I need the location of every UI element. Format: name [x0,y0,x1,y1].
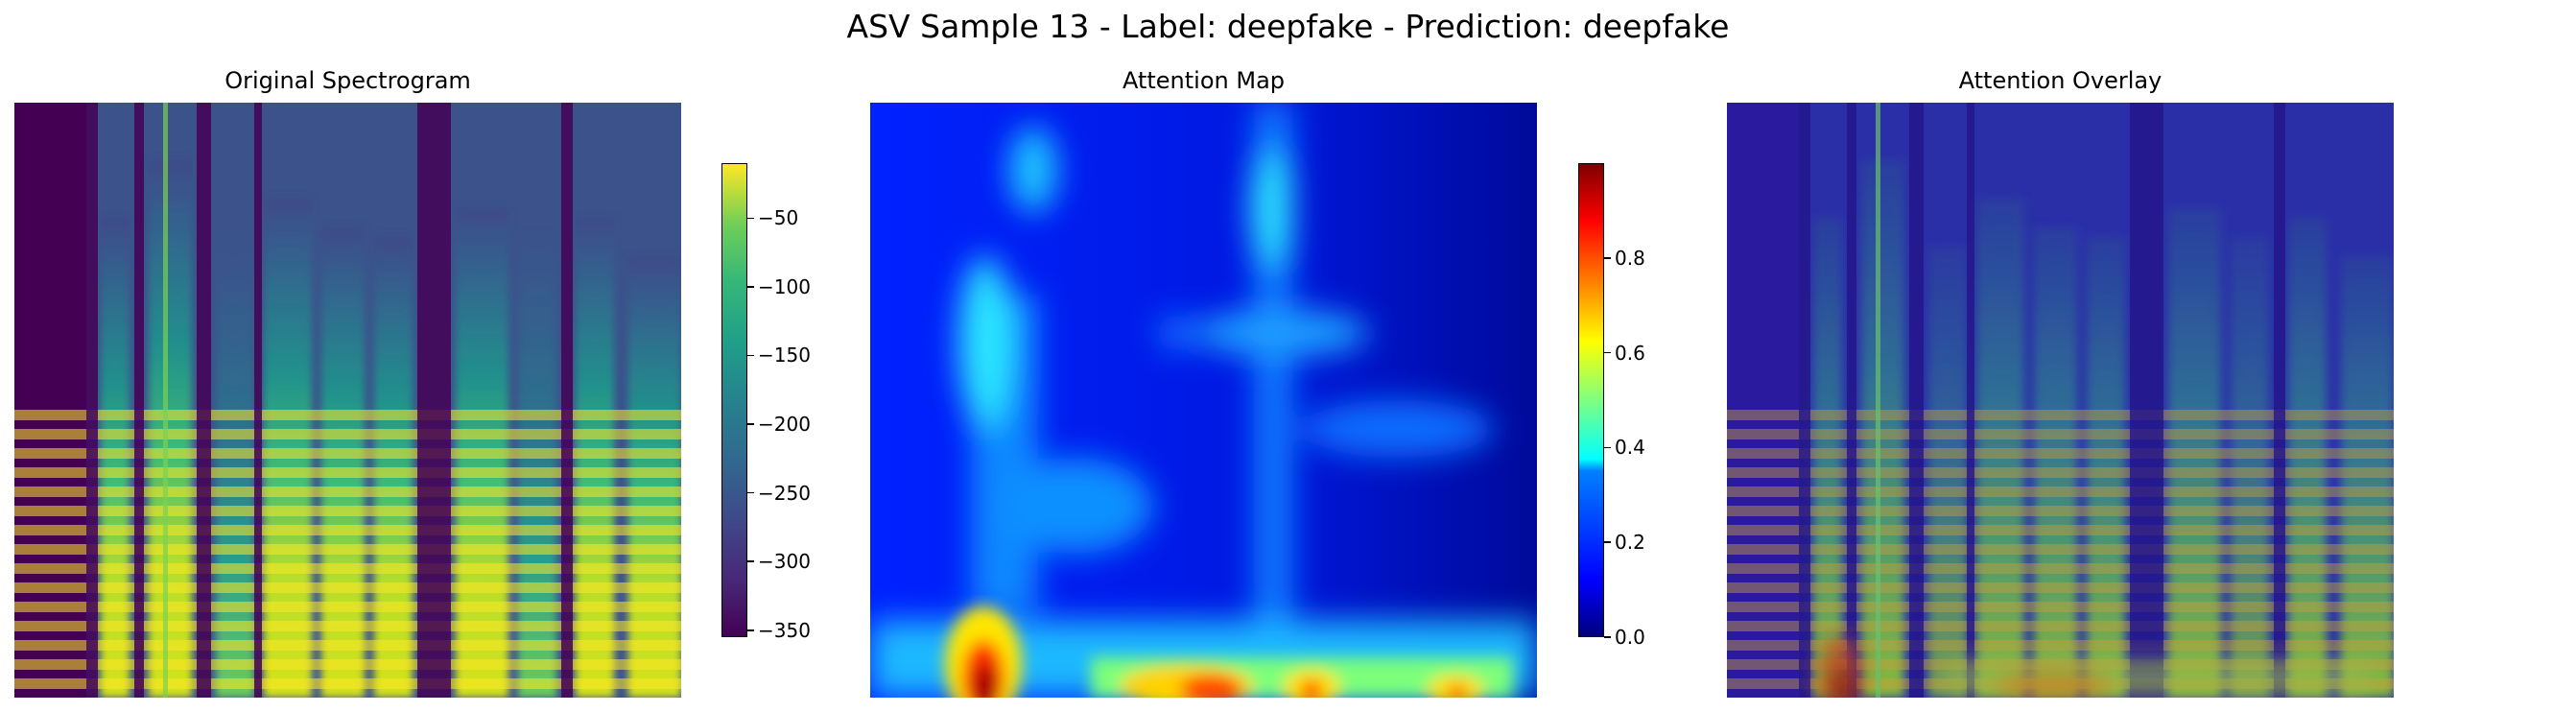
spectrogram-colorbar-tickmark [747,560,754,562]
spectrogram-colorbar-tickmark [747,217,754,220]
attention-colorbar-tickmark [1604,541,1611,543]
spectrogram-colorbar-tickmark [747,629,754,631]
spectrogram-colorbar-tick-label: −350 [758,618,811,642]
attention-colorbar-tickmark [1604,257,1611,259]
attention-colorbar-tickmark [1604,351,1611,354]
spectrogram-colorbar-tickmark [747,491,754,494]
attention-colorbar [1578,163,1604,637]
spectrogram-colorbar-tick-label: −250 [758,481,811,505]
attention-overlay-title: Attention Overlay [1958,67,2162,94]
spectrogram-colorbar-tickmark [747,286,754,288]
spectrogram-image [14,103,681,698]
attention-colorbar-tick-label: 0.4 [1615,436,1645,460]
spectrogram-colorbar-tick-label: −200 [758,413,811,437]
attention-overlay-image [1727,103,2394,698]
attention-colorbar-tickmark [1604,636,1611,638]
spectrogram-colorbar-tickmark [747,354,754,357]
spectrogram-title: Original Spectrogram [225,67,471,94]
attention-map-title: Attention Map [1122,67,1286,94]
spectrogram-colorbar [721,163,747,637]
figure-title: ASV Sample 13 - Label: deepfake - Predic… [846,8,1730,45]
attention-colorbar-tick-label: 0.2 [1615,531,1645,555]
attention-colorbar-tick-label: 0.6 [1615,341,1645,365]
attention-colorbar-tickmark [1604,446,1611,449]
attention-colorbar-tick-label: 0.0 [1615,626,1645,649]
spectrogram-colorbar-tick-label: −50 [758,206,799,230]
spectrogram-colorbar-tick-label: −100 [758,274,811,298]
attention-colorbar-tick-label: 0.8 [1615,246,1645,270]
spectrogram-colorbar-tick-label: −300 [758,550,811,574]
spectrogram-colorbar-tickmark [747,423,754,425]
attention-map-image [870,103,1537,698]
spectrogram-colorbar-tick-label: −150 [758,344,811,368]
